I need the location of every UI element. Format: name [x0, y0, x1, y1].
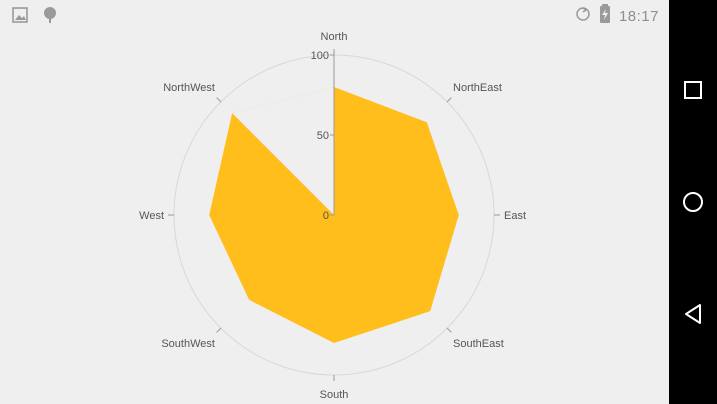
status-bar: 18:17	[0, 0, 669, 30]
category-label-southwest: SouthWest	[161, 338, 215, 350]
polar-chart: 0 50 100 North NorthEast East SouthEast South So…	[139, 31, 526, 401]
recents-button[interactable]	[669, 66, 717, 114]
category-label-northeast: NorthEast	[453, 82, 502, 94]
category-tick-mark	[446, 327, 452, 333]
category-label-northwest: NorthWest	[163, 82, 215, 94]
android-debug-icon	[42, 6, 58, 29]
sync-icon	[575, 6, 591, 27]
radial-tick-label: 50	[317, 130, 329, 142]
circle-icon	[683, 192, 703, 212]
radial-tick-label: 100	[311, 50, 329, 62]
back-button[interactable]	[669, 290, 717, 338]
app-screen: 18:17 0 50 100 North NorthEast East SouthEast S…	[0, 0, 669, 401]
category-label-north: North	[321, 31, 348, 43]
gallery-icon	[12, 7, 28, 28]
category-label-east: East	[504, 210, 526, 222]
category-tick-mark	[216, 97, 222, 103]
home-button[interactable]	[669, 178, 717, 226]
square-icon	[684, 81, 702, 99]
category-label-south: South	[320, 389, 349, 401]
status-clock: 18:17	[618, 8, 659, 25]
navigation-bar	[669, 0, 717, 404]
triangle-back-icon	[685, 304, 701, 324]
category-tick-mark	[216, 327, 222, 333]
radial-tick-label: 0	[323, 210, 329, 222]
category-label-southeast: SouthEast	[453, 338, 504, 350]
open-sector	[232, 87, 334, 215]
battery-charging-icon	[599, 4, 611, 29]
category-label-west: West	[139, 210, 164, 222]
category-tick-mark	[446, 97, 452, 103]
